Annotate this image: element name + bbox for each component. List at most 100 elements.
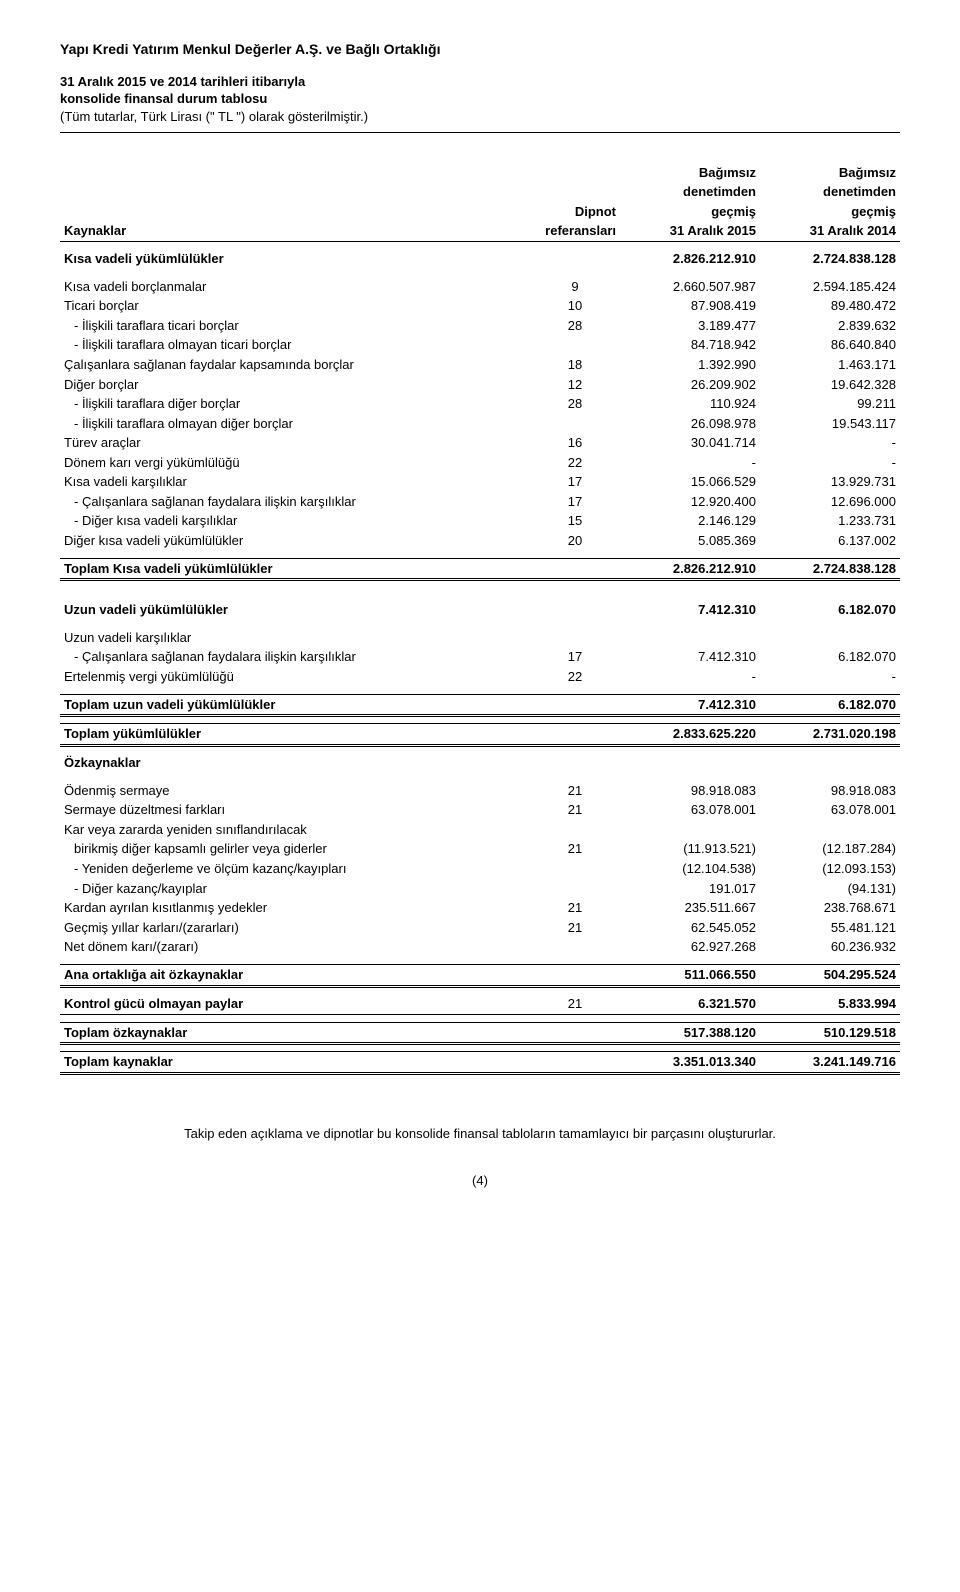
long-row-v2: - — [760, 667, 900, 687]
equity-row-v1: (11.913.521) — [620, 839, 760, 859]
header-date-line: 31 Aralık 2015 ve 2014 tarihleri itibarı… — [60, 73, 900, 91]
equity-row-label: Net dönem karı/(zararı) — [60, 937, 530, 957]
equity-row-note — [530, 937, 620, 957]
nci-label: Kontrol gücü olmayan paylar — [60, 994, 530, 1014]
col1-date: 31 Aralık 2015 — [620, 221, 760, 241]
short-row-note: 12 — [530, 375, 620, 395]
long-row-note: 22 — [530, 667, 620, 687]
short-row-label: Kısa vadeli karşılıklar — [60, 472, 530, 492]
equity-row-note — [530, 879, 620, 899]
equity-row-label: Kar veya zararda yeniden sınıflandırılac… — [60, 820, 530, 840]
equity-row-v1: 98.918.083 — [620, 781, 760, 801]
short-row-note: 20 — [530, 531, 620, 551]
short-row-label: Kısa vadeli borçlanmalar — [60, 277, 530, 297]
long-row-label: Uzun vadeli karşılıklar — [60, 628, 530, 648]
col2-head-b: denetimden — [760, 182, 900, 202]
total-long-v1: 7.412.310 — [620, 694, 760, 716]
equity-row-note: 21 — [530, 800, 620, 820]
short-row-label: Çalışanlara sağlanan faydalar kapsamında… — [60, 355, 530, 375]
col1-head-b: denetimden — [620, 182, 760, 202]
total-long-label: Toplam uzun vadeli yükümlülükler — [60, 694, 530, 716]
equity-row-v1: 62.545.052 — [620, 918, 760, 938]
col1-head-a: Bağımsız — [620, 163, 760, 183]
total-equity-label: Toplam özkaynaklar — [60, 1022, 530, 1044]
parent-equity-v1: 511.066.550 — [620, 965, 760, 987]
total-sources-label: Toplam kaynaklar — [60, 1052, 530, 1074]
short-row-label: - İlişkili taraflara olmayan diğer borçl… — [60, 414, 530, 434]
short-row-v1: 2.146.129 — [620, 511, 760, 531]
equity-row-note: 21 — [530, 918, 620, 938]
short-row-v2: 12.696.000 — [760, 492, 900, 512]
short-row-note — [530, 414, 620, 434]
short-row-v2: 19.543.117 — [760, 414, 900, 434]
short-row-v1: 87.908.419 — [620, 296, 760, 316]
parent-equity-v2: 504.295.524 — [760, 965, 900, 987]
short-row-v1: 84.718.942 — [620, 335, 760, 355]
long-row-note — [530, 628, 620, 648]
header-divider — [60, 132, 900, 133]
long-row-label: Ertelenmiş vergi yükümlülüğü — [60, 667, 530, 687]
short-row-v1: 3.189.477 — [620, 316, 760, 336]
equity-row-v1: (12.104.538) — [620, 859, 760, 879]
equity-row-note: 21 — [530, 839, 620, 859]
total-short-label: Toplam Kısa vadeli yükümlülükler — [60, 558, 530, 580]
nci-note: 21 — [530, 994, 620, 1014]
equity-row-v2: 63.078.001 — [760, 800, 900, 820]
equity-row-v2 — [760, 820, 900, 840]
equity-row-note: 21 — [530, 781, 620, 801]
short-row-v1: 26.098.978 — [620, 414, 760, 434]
total-equity-v2: 510.129.518 — [760, 1022, 900, 1044]
short-row-v1: 30.041.714 — [620, 433, 760, 453]
col2-head-a: Bağımsız — [760, 163, 900, 183]
long-row-label: - Çalışanlara sağlanan faydalara ilişkin… — [60, 647, 530, 667]
equity-row-v2: (94.131) — [760, 879, 900, 899]
total-equity-v1: 517.388.120 — [620, 1022, 760, 1044]
short-term-liab-v2: 2.724.838.128 — [760, 249, 900, 269]
col2-date: 31 Aralık 2014 — [760, 221, 900, 241]
short-row-label: - İlişkili taraflara olmayan ticari borç… — [60, 335, 530, 355]
long-term-liab-v2: 6.182.070 — [760, 600, 900, 620]
header-statement-line: konsolide finansal durum tablosu — [60, 90, 900, 108]
col1-head-c: geçmiş — [620, 202, 760, 222]
equity-row-label: Kardan ayrılan kısıtlanmış yedekler — [60, 898, 530, 918]
short-row-label: - İlişkili taraflara ticari borçlar — [60, 316, 530, 336]
total-sources-v1: 3.351.013.340 — [620, 1052, 760, 1074]
short-row-note: 22 — [530, 453, 620, 473]
nci-v1: 6.321.570 — [620, 994, 760, 1014]
balance-sheet-table: Bağımsız Bağımsız denetimden denetimden … — [60, 163, 900, 1075]
equity-row-label: Ödenmiş sermaye — [60, 781, 530, 801]
short-row-v2: 13.929.731 — [760, 472, 900, 492]
equity-row-label: - Yeniden değerleme ve ölçüm kazanç/kayı… — [60, 859, 530, 879]
short-row-note: 28 — [530, 316, 620, 336]
total-liab-label: Toplam yükümlülükler — [60, 724, 530, 746]
short-row-v1: - — [620, 453, 760, 473]
short-row-note: 10 — [530, 296, 620, 316]
parent-equity-label: Ana ortaklığa ait özkaynaklar — [60, 965, 530, 987]
equity-row-v2: (12.187.284) — [760, 839, 900, 859]
long-term-liab-v1: 7.412.310 — [620, 600, 760, 620]
long-row-v1 — [620, 628, 760, 648]
short-term-liab-v1: 2.826.212.910 — [620, 249, 760, 269]
equity-row-v2: 60.236.932 — [760, 937, 900, 957]
equity-label: Özkaynaklar — [60, 753, 530, 773]
equity-row-v1: 63.078.001 — [620, 800, 760, 820]
short-row-label: - İlişkili taraflara diğer borçlar — [60, 394, 530, 414]
equity-row-v2: 98.918.083 — [760, 781, 900, 801]
note-head-a: Dipnot — [530, 202, 620, 222]
total-long-v2: 6.182.070 — [760, 694, 900, 716]
short-row-v1: 1.392.990 — [620, 355, 760, 375]
total-liab-v2: 2.731.020.198 — [760, 724, 900, 746]
equity-row-v1 — [620, 820, 760, 840]
company-title: Yapı Kredi Yatırım Menkul Değerler A.Ş. … — [60, 40, 900, 59]
short-row-v2: 1.463.171 — [760, 355, 900, 375]
equity-row-v2: 238.768.671 — [760, 898, 900, 918]
kaynaklar-label: Kaynaklar — [60, 221, 530, 241]
short-row-note: 17 — [530, 472, 620, 492]
short-row-v1: 12.920.400 — [620, 492, 760, 512]
short-term-liab-label: Kısa vadeli yükümlülükler — [60, 249, 530, 269]
short-row-v1: 26.209.902 — [620, 375, 760, 395]
short-row-label: Dönem karı vergi yükümlülüğü — [60, 453, 530, 473]
short-row-note: 17 — [530, 492, 620, 512]
long-row-v2: 6.182.070 — [760, 647, 900, 667]
footer-note: Takip eden açıklama ve dipnotlar bu kons… — [60, 1125, 900, 1143]
